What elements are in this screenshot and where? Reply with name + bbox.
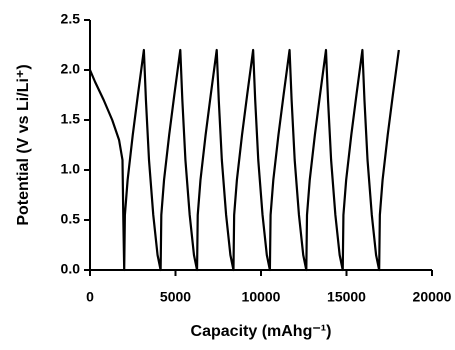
y-tick-label: 1.0 <box>61 161 81 177</box>
x-tick-label: 15000 <box>327 289 366 305</box>
y-tick-label: 1.5 <box>61 111 81 127</box>
y-tick-label: 2.0 <box>61 61 81 77</box>
x-axis-title: Capacity (mAhg⁻¹) <box>191 323 332 340</box>
data-line <box>88 48 400 272</box>
x-tick-label: 20000 <box>413 289 452 305</box>
x-tick-label: 0 <box>86 289 94 305</box>
y-axis-title: Potential (V vs Li/Li⁺) <box>15 64 32 225</box>
x-tick-label: 5000 <box>160 289 191 305</box>
y-tick-label: 0.5 <box>61 211 81 227</box>
x-tick-label: 10000 <box>242 289 281 305</box>
y-tick-label: 2.5 <box>61 11 81 27</box>
y-tick-label: 0.0 <box>61 261 81 277</box>
